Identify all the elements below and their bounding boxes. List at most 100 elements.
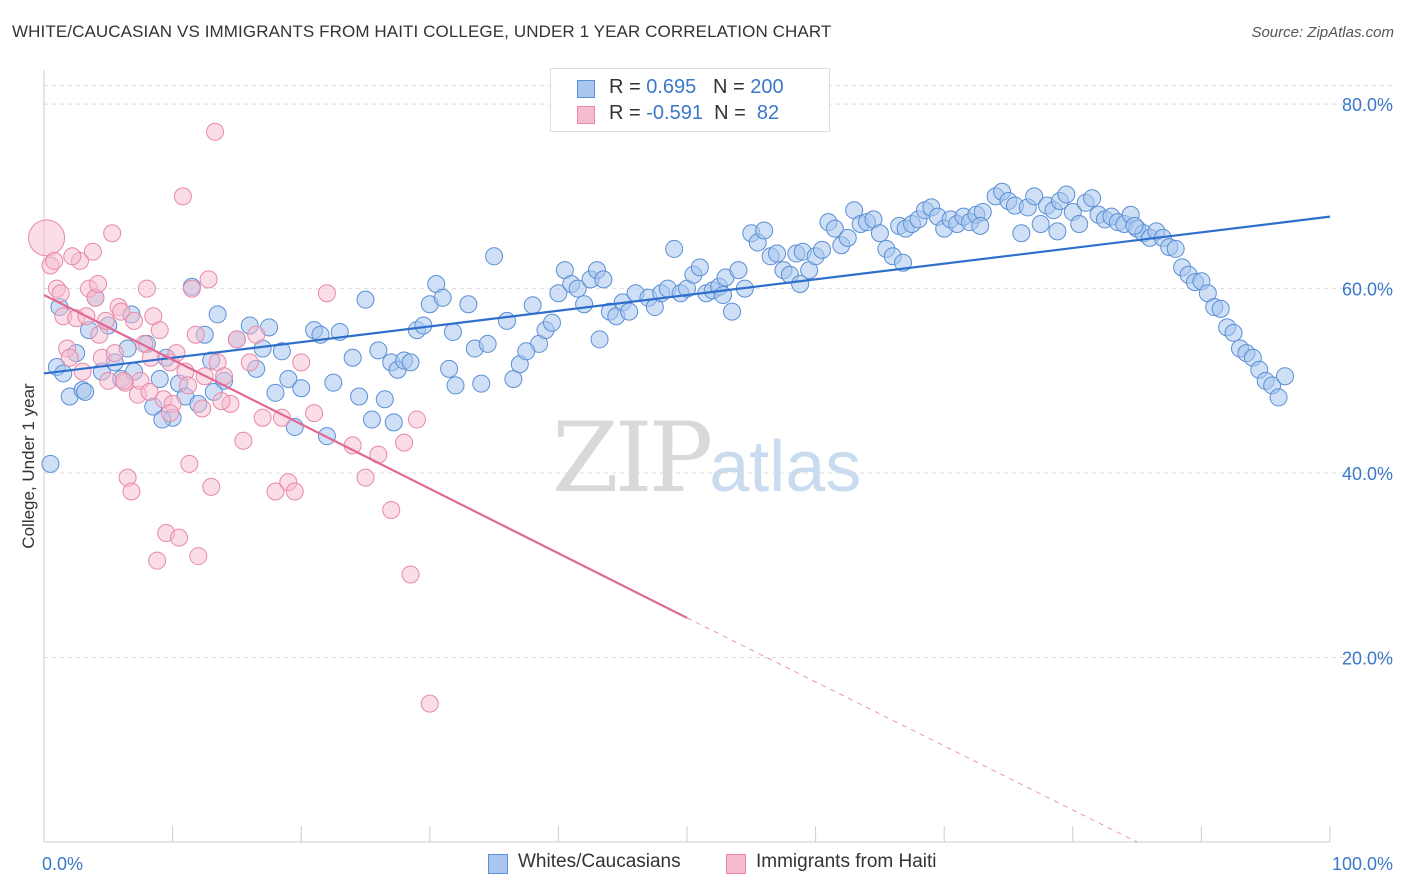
grid-lines bbox=[44, 84, 1392, 659]
data-point-whites bbox=[384, 413, 403, 432]
data-point-haiti bbox=[356, 468, 375, 487]
watermark-atlas: atlas bbox=[709, 427, 862, 507]
legend-r-value: -0.591 bbox=[646, 102, 703, 124]
data-point-whites bbox=[292, 379, 311, 398]
legend-swatch-blue bbox=[577, 80, 595, 98]
data-point-haiti bbox=[401, 565, 420, 584]
data-point-haiti bbox=[114, 371, 133, 390]
data-point-haiti bbox=[105, 344, 124, 363]
data-point-haiti bbox=[227, 330, 246, 349]
data-point-whites bbox=[568, 279, 587, 298]
data-point-whites bbox=[813, 240, 832, 259]
data-point-haiti bbox=[206, 122, 225, 141]
data-point-haiti bbox=[285, 482, 304, 501]
data-point-whites bbox=[440, 359, 459, 378]
legend-n-value: 200 bbox=[750, 76, 784, 98]
bottom-legend-label-whites: Whites/Caucasians bbox=[518, 851, 681, 872]
trend-line-haiti bbox=[43, 294, 688, 619]
data-point-whites bbox=[208, 305, 227, 324]
data-point-whites bbox=[1031, 215, 1050, 234]
data-point-whites bbox=[1083, 189, 1102, 208]
data-point-haiti bbox=[240, 353, 259, 372]
watermark: ZIPatlas bbox=[552, 402, 861, 514]
data-point-whites bbox=[1012, 224, 1031, 243]
legend-swatch-pink bbox=[577, 106, 595, 124]
data-point-whites bbox=[838, 228, 857, 247]
trend-lines bbox=[43, 215, 1331, 843]
data-point-haiti bbox=[83, 242, 102, 261]
data-point-haiti bbox=[199, 270, 218, 289]
data-point-whites bbox=[375, 390, 394, 409]
data-point-whites bbox=[343, 348, 362, 367]
data-point-haiti bbox=[28, 219, 66, 257]
data-point-haiti bbox=[73, 362, 92, 381]
data-point-haiti bbox=[395, 433, 414, 452]
data-point-haiti bbox=[193, 399, 212, 418]
data-point-haiti bbox=[51, 284, 70, 303]
data-point-whites bbox=[443, 322, 462, 341]
data-point-haiti bbox=[212, 392, 231, 411]
data-point-whites bbox=[356, 290, 375, 309]
data-point-whites bbox=[755, 221, 774, 240]
data-point-whites bbox=[1048, 222, 1067, 241]
data-point-whites bbox=[1057, 185, 1076, 204]
data-point-whites bbox=[150, 369, 169, 388]
data-point-haiti bbox=[99, 371, 118, 390]
data-point-whites bbox=[324, 373, 343, 392]
legend-r-value: 0.695 bbox=[646, 76, 697, 98]
data-point-whites bbox=[446, 376, 465, 395]
data-point-whites bbox=[1211, 299, 1230, 318]
data-point-whites bbox=[76, 382, 95, 401]
data-point-whites bbox=[1269, 388, 1288, 407]
data-point-whites bbox=[1070, 215, 1089, 234]
data-point-haiti bbox=[140, 382, 159, 401]
data-point-haiti bbox=[266, 482, 285, 501]
data-point-haiti bbox=[148, 551, 167, 570]
legend-text-whites: R = 0.695 N = 200 bbox=[609, 76, 784, 99]
data-point-haiti bbox=[420, 694, 439, 713]
data-point-haiti bbox=[234, 431, 253, 450]
data-point-whites bbox=[791, 274, 810, 293]
data-point-haiti bbox=[247, 325, 266, 344]
data-point-whites bbox=[485, 247, 504, 266]
data-point-haiti bbox=[170, 528, 189, 547]
data-point-whites bbox=[517, 342, 536, 361]
data-point-whites bbox=[54, 364, 73, 383]
data-point-whites bbox=[723, 302, 742, 321]
data-point-whites bbox=[575, 295, 594, 314]
legend-r-label: R = bbox=[609, 76, 647, 98]
data-point-whites bbox=[1166, 239, 1185, 258]
data-point-haiti bbox=[150, 321, 169, 340]
data-point-haiti bbox=[305, 404, 324, 423]
data-point-whites bbox=[497, 311, 516, 330]
data-point-haiti bbox=[407, 410, 426, 429]
y-tick-label: 80.0% bbox=[1342, 95, 1393, 115]
data-point-whites bbox=[279, 369, 298, 388]
data-point-haiti bbox=[89, 274, 108, 293]
data-point-whites bbox=[350, 387, 369, 406]
data-point-whites bbox=[1275, 367, 1294, 386]
legend-r-label: R = bbox=[609, 102, 647, 124]
data-point-whites bbox=[870, 224, 889, 243]
data-point-whites bbox=[523, 296, 542, 315]
data-point-haiti bbox=[180, 454, 199, 473]
trend-line-haiti-extrapolated bbox=[686, 617, 1138, 843]
data-point-whites bbox=[768, 244, 787, 263]
x-tick-label: 0.0% bbox=[42, 854, 83, 874]
chart-title: WHITE/CAUCASIAN VS IMMIGRANTS FROM HAITI… bbox=[12, 22, 832, 41]
data-point-whites bbox=[41, 454, 60, 473]
data-point-whites bbox=[729, 261, 748, 280]
data-point-haiti bbox=[182, 279, 201, 298]
data-point-whites bbox=[369, 341, 388, 360]
series-haiti-points bbox=[28, 122, 439, 713]
tick-labels: 20.0% 40.0% 60.0% 80.0% 0.0% 100.0% College, U… bbox=[19, 95, 1393, 874]
x-tick-label: 100.0% bbox=[1332, 854, 1393, 874]
data-point-whites bbox=[401, 353, 420, 372]
data-point-whites bbox=[1224, 323, 1243, 342]
data-point-haiti bbox=[125, 311, 144, 330]
data-point-whites bbox=[1125, 216, 1144, 235]
data-point-whites bbox=[433, 288, 452, 307]
data-point-haiti bbox=[292, 353, 311, 372]
data-point-haiti bbox=[253, 408, 272, 427]
data-point-whites bbox=[894, 253, 913, 272]
